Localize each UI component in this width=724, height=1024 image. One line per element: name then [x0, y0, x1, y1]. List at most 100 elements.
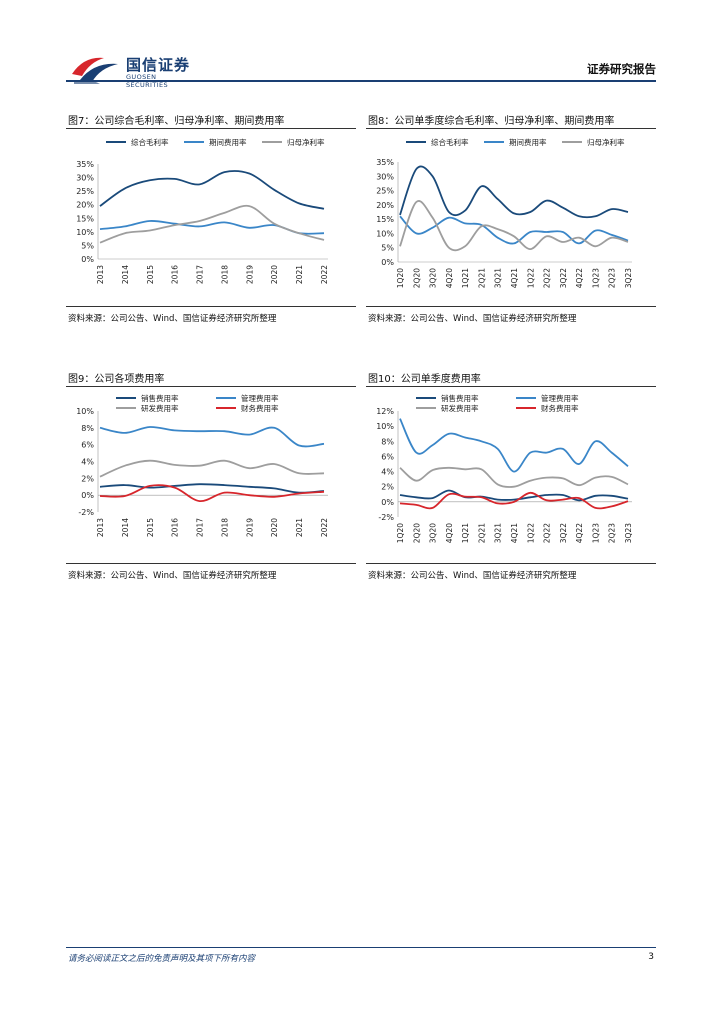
- header-divider: [66, 80, 656, 82]
- figure-title: 图9：公司各项费用率: [68, 374, 165, 385]
- chart-10: -2% 0% 2% 4% 6% 8% 10% 12% 1Q20 2Q20 3Q20 4Q20 1Q21 2…: [376, 393, 633, 543]
- figure-9: 图9：公司各项费用率 -2% 0% 2% 4% 6% 8% 10% 2013 2014 2015 2…: [66, 370, 356, 582]
- y-tick-label: 2%: [381, 483, 394, 492]
- y-tick-label: 4%: [381, 468, 394, 477]
- x-tick-label: 3Q23: [624, 523, 633, 543]
- x-tick-label: 4Q22: [575, 523, 584, 543]
- figure-bottom-rule: [366, 563, 656, 564]
- x-tick-label: 2018: [220, 265, 229, 284]
- document-type: 证券研究报告: [587, 62, 656, 76]
- y-tick-label: -2%: [78, 508, 94, 517]
- x-tick-label: 3Q21: [494, 523, 503, 543]
- series-line: [99, 204, 325, 244]
- figure-top-rule: [66, 386, 356, 387]
- y-tick-label: 8%: [381, 437, 394, 446]
- legend-label: 销售费用率: [441, 393, 479, 403]
- legend-label: 研发费用率: [141, 403, 179, 413]
- chart-7: 0% 5% 10% 15% 20% 25% 30% 35% 2013 2014 2015 2016 20…: [76, 137, 329, 284]
- x-tick-label: 4Q21: [510, 523, 519, 543]
- figure-top-rule: [366, 386, 656, 387]
- x-tick-label: 2018: [220, 518, 229, 537]
- x-tick-label: 2015: [146, 265, 155, 284]
- figure-source: 资料来源：公司公告、Wind、国信证券经济研究所整理: [368, 571, 577, 581]
- legend-label: 研发费用率: [441, 403, 479, 413]
- x-tick-label: 1Q21: [461, 523, 470, 543]
- figure-top-rule: [66, 128, 356, 129]
- x-tick-label: 2Q21: [477, 523, 486, 543]
- legend-label: 期间费用率: [509, 137, 547, 147]
- y-tick-label: -2%: [378, 513, 394, 522]
- figure-10: 图10：公司单季度费用率 -2% 0% 2% 4% 6% 8% 10% 12% 1Q20 2Q20…: [366, 370, 656, 582]
- x-tick-label: 2019: [245, 518, 254, 537]
- x-tick-label: 2017: [196, 518, 205, 537]
- page-header: 国信证券 GUOSEN SECURITIES 证券研究报告: [0, 0, 724, 90]
- figure-source: 资料来源：公司公告、Wind、国信证券经济研究所整理: [368, 314, 577, 324]
- y-tick-label: 30%: [376, 172, 394, 181]
- figure-7: 图7：公司综合毛利率、归母净利率、期间费用率 0% 5% 10% 15% 20% 25% 3…: [66, 112, 356, 324]
- x-tick-label: 2017: [196, 265, 205, 284]
- series-line: [399, 200, 629, 252]
- series-line: [99, 170, 325, 210]
- x-tick-label: 2020: [270, 518, 279, 537]
- legend-label: 销售费用率: [141, 393, 179, 403]
- y-tick-label: 5%: [81, 241, 94, 250]
- series-line: [399, 491, 629, 510]
- x-tick-label: 2016: [171, 518, 180, 537]
- x-tick-label: 1Q22: [526, 268, 535, 288]
- x-tick-label: 4Q21: [510, 268, 519, 288]
- figure-8: 图8：公司单季度综合毛利率、归母净利率、期间费用率 0% 5% 10% 15% 20% 2…: [366, 112, 656, 324]
- y-tick-label: 10%: [76, 407, 94, 416]
- figure-title: 图10：公司单季度费用率: [368, 374, 481, 385]
- y-tick-label: 15%: [76, 214, 94, 223]
- x-tick-label: 2020: [270, 265, 279, 284]
- x-tick-label: 1Q22: [526, 523, 535, 543]
- x-tick-label: 1Q21: [461, 268, 470, 288]
- x-tick-label: 2013: [96, 518, 105, 537]
- x-tick-label: 3Q22: [559, 268, 568, 288]
- figure-title: 图7：公司综合毛利率、归母净利率、期间费用率: [68, 116, 285, 127]
- series-line: [399, 418, 629, 473]
- y-tick-label: 0%: [381, 498, 394, 507]
- y-tick-label: 4%: [81, 458, 94, 467]
- page-number: 3: [648, 952, 654, 962]
- figure-source: 资料来源：公司公告、Wind、国信证券经济研究所整理: [68, 571, 277, 581]
- x-tick-label: 2019: [245, 265, 254, 284]
- series-line: [99, 459, 325, 478]
- x-tick-label: 1Q20: [396, 523, 405, 543]
- x-tick-label: 3Q21: [494, 268, 503, 288]
- x-tick-label: 2022: [320, 518, 329, 537]
- series-line: [399, 489, 629, 502]
- figure-top-rule: [366, 128, 656, 129]
- y-tick-label: 10%: [76, 228, 94, 237]
- y-tick-label: 10%: [376, 229, 394, 238]
- x-tick-label: 2014: [121, 518, 130, 537]
- x-tick-label: 4Q22: [575, 268, 584, 288]
- y-tick-label: 10%: [376, 422, 394, 431]
- y-tick-label: 5%: [381, 244, 394, 253]
- x-tick-label: 4Q20: [445, 268, 454, 288]
- x-tick-label: 2Q21: [477, 268, 486, 288]
- y-tick-label: 35%: [376, 158, 394, 167]
- figure-title: 图8：公司单季度综合毛利率、归母净利率、期间费用率: [368, 116, 615, 127]
- y-tick-label: 25%: [76, 187, 94, 196]
- x-tick-label: 3Q22: [559, 523, 568, 543]
- y-tick-label: 8%: [81, 424, 94, 433]
- y-tick-label: 15%: [376, 215, 394, 224]
- x-tick-label: 3Q20: [429, 268, 438, 288]
- x-tick-label: 2013: [96, 265, 105, 284]
- x-tick-label: 2016: [171, 265, 180, 284]
- x-tick-label: 1Q23: [591, 268, 600, 288]
- y-tick-label: 25%: [376, 187, 394, 196]
- y-tick-label: 6%: [381, 452, 394, 461]
- legend-label: 综合毛利率: [431, 137, 469, 147]
- figure-source: 资料来源：公司公告、Wind、国信证券经济研究所整理: [68, 314, 277, 324]
- x-tick-label: 2Q20: [412, 268, 421, 288]
- figure-bottom-rule: [366, 306, 656, 307]
- y-tick-label: 0%: [81, 255, 94, 264]
- footer-divider: [66, 947, 656, 948]
- logo: 国信证券 GUOSEN SECURITIES: [70, 52, 200, 89]
- legend-label: 归母净利率: [287, 137, 325, 147]
- x-tick-label: 2Q20: [412, 523, 421, 543]
- series-line: [99, 483, 325, 494]
- x-tick-label: 3Q20: [429, 523, 438, 543]
